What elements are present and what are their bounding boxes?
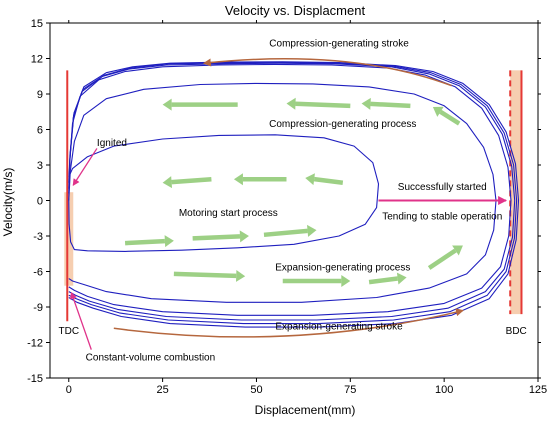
green-arrow [427,248,457,270]
label-ignited: Ignited [97,138,127,149]
constant-volume-pointer [70,291,92,350]
y-tick-label: -6 [33,267,43,279]
y-tick-label: -3 [33,231,43,243]
series-line-6 [68,134,380,252]
green-arrow [192,234,241,241]
x-axis-label: Displacement(mm) [255,403,356,417]
series-line-4 [68,61,520,328]
series-line-1 [68,63,512,316]
compression-stroke-arrow [202,58,452,87]
x-tick-label: 0 [66,384,72,396]
y-tick-label: 12 [31,54,43,66]
green-arrow [439,109,461,126]
green-arrow [370,101,411,109]
label-compression-stroke: Compression-generating stroke [269,39,409,50]
y-axis-label: Velocity(m/s) [1,168,15,237]
green-arrow-head [164,235,174,248]
label-constant-volume: Constant-volume combustion [86,352,216,363]
series-group [68,61,520,328]
green-arrow-head [432,106,444,117]
y-tick-label: -9 [33,302,43,314]
label-motoring-start: Motoring start process [179,208,278,219]
green-arrow-head [361,97,371,110]
green-arrow-head [307,224,317,237]
y-tick-label: -12 [27,338,43,350]
green-arrow-head [341,274,351,287]
label-tending-stable: Tending to stable operation [382,211,502,222]
x-tick-label: 125 [529,384,547,396]
green-arrow [295,101,351,109]
green-arrow-head [162,176,173,189]
annotation-arrows [70,58,508,350]
green-arrow [368,276,398,285]
green-arrow [263,228,308,238]
green-arrow [171,176,212,185]
green-arrow [124,238,165,246]
annotation-labels: Compression-generating stroke Compression… [58,39,526,364]
x-tick-label: 75 [344,384,356,396]
expansion-stroke-arrow [113,308,464,338]
chart-title: Velocity vs. Displacment [225,3,366,18]
x-tick-label: 50 [250,384,262,396]
x-tick-label: 25 [156,384,168,396]
label-bdc: BDC [506,326,527,337]
green-arrow-head [233,173,243,186]
green-arrow [173,271,237,279]
green-arrow-head [162,98,172,111]
label-expansion-stroke: Expansion-generating stroke [275,321,403,332]
label-successfully-started: Successfully started [398,182,487,193]
y-tick-label: 9 [37,89,43,101]
y-tick-label: -15 [27,373,43,385]
series-line-5 [68,82,497,303]
green-arrow [313,176,344,185]
green-arrow-head [236,269,246,282]
green-arrow-head [452,245,463,256]
green-arrow-head [286,97,296,110]
label-tdc: TDC [58,326,79,337]
green-arrow-head [396,272,407,285]
y-tick-label: 15 [31,18,43,30]
y-tick-label: 6 [37,125,43,137]
green-arrow-head [239,230,249,243]
label-compression-process: Compression-generating process [269,119,416,130]
label-expansion-process: Expansion-generating process [275,262,410,273]
ignited-pointer [72,148,98,186]
y-tick-label: 0 [37,196,43,208]
green-arrow-head [305,173,315,186]
tdc-band [64,192,74,286]
y-tick-label: 3 [37,160,43,172]
series-line-3 [68,62,518,325]
axes: 0 25 50 75 100 125 15 12 9 6 3 0 -3 -6 -9 -12 -15 [27,18,547,396]
x-tick-label: 100 [435,384,453,396]
series-line-2 [68,62,516,321]
